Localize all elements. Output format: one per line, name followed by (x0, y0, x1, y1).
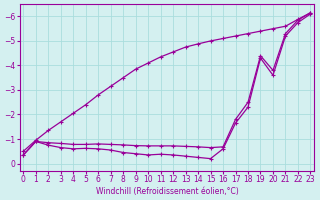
X-axis label: Windchill (Refroidissement éolien,°C): Windchill (Refroidissement éolien,°C) (95, 187, 238, 196)
